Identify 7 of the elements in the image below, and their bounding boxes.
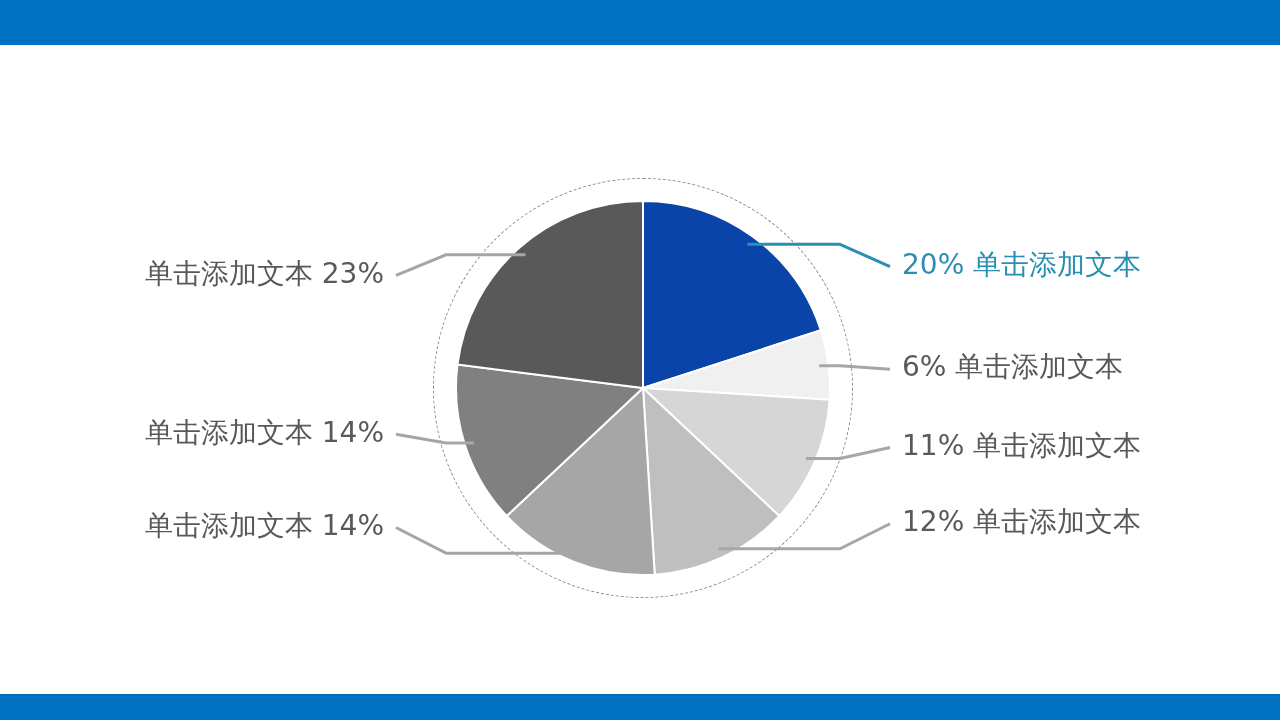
slice-label: 单击添加文本 23%: [144, 256, 384, 290]
slice-label: 单击添加文本 14%: [144, 415, 384, 449]
slice-label: 20% 单击添加文本: [902, 247, 1142, 281]
slice-label: 12% 单击添加文本: [902, 505, 1142, 539]
slice-label: 11% 单击添加文本: [902, 428, 1142, 462]
slice-label: 单击添加文本 14%: [144, 508, 384, 542]
slice-label: 6% 单击添加文本: [902, 350, 1124, 384]
